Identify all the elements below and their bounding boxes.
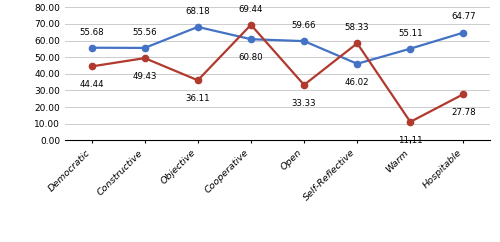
Text: 46.02: 46.02 [345,78,370,87]
Text: 49.43: 49.43 [132,72,157,81]
Text: 11.11: 11.11 [398,136,422,145]
Philippines [248,23,254,26]
Indonesia [408,47,414,50]
Philippines [142,57,148,60]
Text: 55.11: 55.11 [398,29,422,38]
Text: 36.11: 36.11 [186,94,210,103]
Text: 68.18: 68.18 [186,7,210,16]
Text: 60.80: 60.80 [238,53,263,62]
Philippines [301,83,307,86]
Text: 27.78: 27.78 [451,108,476,117]
Text: 33.33: 33.33 [292,99,316,108]
Indonesia [142,46,148,49]
Philippines [354,42,360,45]
Text: 58.33: 58.33 [345,23,370,32]
Text: 69.44: 69.44 [238,5,263,14]
Indonesia [88,46,94,49]
Line: Indonesia: Indonesia [88,24,466,67]
Text: 64.77: 64.77 [451,13,476,22]
Text: 55.56: 55.56 [132,28,157,37]
Line: Philippines: Philippines [88,22,466,125]
Indonesia [301,40,307,43]
Indonesia [195,25,201,28]
Indonesia [354,62,360,65]
Philippines [408,121,414,123]
Indonesia [460,31,466,34]
Philippines [460,93,466,96]
Philippines [88,65,94,68]
Text: 59.66: 59.66 [292,21,316,30]
Indonesia [248,38,254,41]
Text: 44.44: 44.44 [79,80,104,89]
Philippines [195,79,201,82]
Text: 55.68: 55.68 [79,28,104,37]
